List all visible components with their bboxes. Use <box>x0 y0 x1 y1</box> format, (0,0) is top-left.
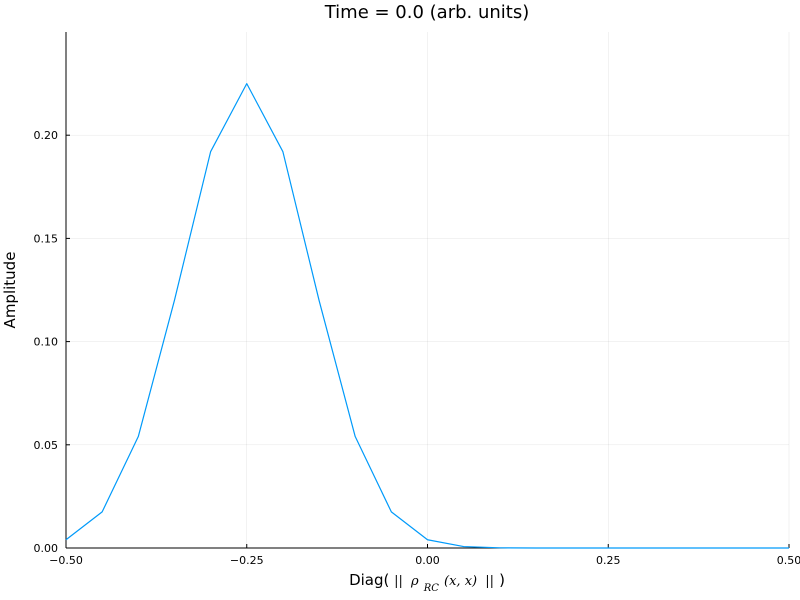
x-tick-label-0: −0.50 <box>49 554 83 567</box>
x-axis-label-subscript: RC <box>423 583 440 594</box>
chart-title: Time = 0.0 (arb. units) <box>324 2 530 23</box>
x-axis-label-args: (x, x) <box>444 574 477 589</box>
y-tick-label-1: 0.05 <box>34 439 59 452</box>
x-tick-label-1: −0.25 <box>230 554 264 567</box>
y-tick-label-3: 0.15 <box>34 232 59 245</box>
y-tick-label-2: 0.10 <box>34 336 59 349</box>
x-axis-label-norm-close: || <box>485 574 494 589</box>
series-group <box>65 82 789 549</box>
x-axis-label-suffix: ) <box>499 571 505 589</box>
ticks: −0.50 −0.25 0.00 0.25 0.50 0.00 0.05 0.10 0.15 0.… <box>34 129 800 567</box>
y-axis-label: Amplitude <box>1 252 19 329</box>
series-line-0 <box>65 82 789 549</box>
x-axis-label-norm-open: || <box>394 574 403 589</box>
x-axis-label-prefix: Diag( <box>349 571 394 589</box>
x-axis-label: Diag( || ρ RC (x, x) || ) <box>349 570 505 595</box>
x-tick-label-2: 0.00 <box>415 554 440 567</box>
x-tick-label-3: 0.25 <box>596 554 621 567</box>
x-axis-label-rho: ρ <box>410 574 419 589</box>
y-tick-label-0: 0.00 <box>34 542 59 555</box>
y-tick-label-4: 0.20 <box>34 129 59 142</box>
x-tick-label-4: 0.50 <box>777 554 800 567</box>
